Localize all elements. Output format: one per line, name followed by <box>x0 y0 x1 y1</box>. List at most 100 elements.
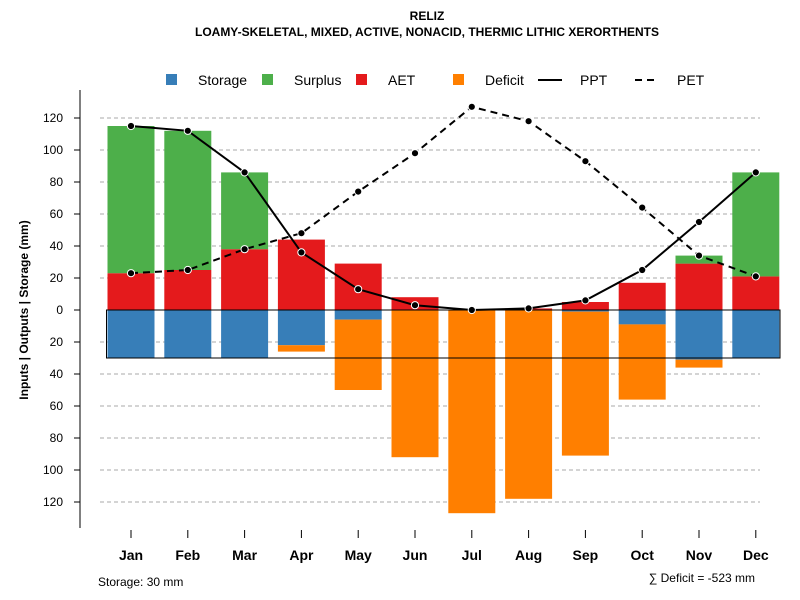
legend-swatch-surplus <box>262 74 273 85</box>
legend-swatch-aet <box>356 74 367 85</box>
y-tick-label: 60 <box>50 399 64 413</box>
point-pet-mar <box>240 245 249 254</box>
bar-aet-jan <box>107 273 155 310</box>
point-pet-may <box>354 187 363 196</box>
legend-swatch-storage <box>166 74 177 85</box>
bar-aet-mar <box>221 249 269 310</box>
bar-storage-jan <box>107 310 155 358</box>
lines <box>126 102 760 315</box>
y-tick-label: 20 <box>50 335 64 349</box>
point-pet-jul <box>467 102 476 111</box>
bar-surplus-jan <box>107 126 155 274</box>
point-ppt-feb <box>183 126 192 135</box>
bar-storage-nov <box>675 310 723 360</box>
bar-aet-dec <box>732 276 780 310</box>
y-tick-label: 120 <box>43 495 63 509</box>
bar-deficit-jul <box>448 310 496 514</box>
legend-label-deficit: Deficit <box>485 72 524 88</box>
point-ppt-nov <box>694 217 704 227</box>
x-tick-label-aug: Aug <box>515 547 542 563</box>
bar-storage-mar <box>221 310 269 358</box>
point-ppt-jan <box>126 121 136 131</box>
bar-deficit-nov <box>675 359 723 368</box>
point-pet-sep <box>581 157 590 166</box>
storage-capacity-box <box>106 309 781 359</box>
bar-storage-oct <box>618 310 666 325</box>
bars <box>106 126 781 514</box>
point-ppt-jun <box>410 301 420 310</box>
line-ppt <box>130 125 757 312</box>
legend-label-pet: PET <box>677 72 705 88</box>
x-tick-label-may: May <box>345 547 372 563</box>
x-tick-label-sep: Sep <box>573 547 599 563</box>
bar-storage-apr <box>277 310 325 346</box>
point-pet-dec <box>751 272 760 281</box>
axes: 120 100 80 60 40 20 0 20 40 60 80 100 120 Jan Feb Mar Ap… <box>43 90 769 563</box>
line-pet <box>130 105 757 278</box>
legend-label-surplus: Surplus <box>294 72 341 88</box>
y-tick-label: 60 <box>50 207 64 221</box>
bar-deficit-may <box>334 319 382 390</box>
y-tick-label: 0 <box>56 303 63 317</box>
bar-storage-sep <box>561 310 609 312</box>
x-tick-label-jan: Jan <box>119 547 143 563</box>
y-tick-label: 80 <box>50 431 64 445</box>
bar-deficit-sep <box>561 311 609 456</box>
legend-swatch-deficit <box>453 74 464 85</box>
point-ppt-apr <box>297 248 306 257</box>
bar-deficit-oct <box>618 324 666 400</box>
y-tick-label: 100 <box>43 463 63 477</box>
point-pet-oct <box>638 203 647 212</box>
bar-storage-feb <box>164 310 212 358</box>
point-ppt-oct <box>638 265 647 275</box>
bar-storage-may <box>334 310 382 320</box>
bar-storage-dec <box>732 310 780 358</box>
point-pet-feb <box>183 265 192 275</box>
x-tick-label-jun: Jun <box>403 547 428 563</box>
point-ppt-jul <box>467 305 476 315</box>
x-tick-label-nov: Nov <box>686 547 713 563</box>
legend-label-storage: Storage <box>198 72 247 88</box>
footnote-storage: Storage: 30 mm <box>98 575 183 589</box>
point-pet-jan <box>126 269 136 278</box>
x-tick-label-oct: Oct <box>631 547 655 563</box>
x-tick-label-apr: Apr <box>289 547 314 563</box>
chart-title: RELIZ <box>410 9 445 23</box>
bar-aet-oct <box>618 282 666 310</box>
bar-surplus-feb <box>164 130 212 270</box>
bar-deficit-apr <box>277 345 325 352</box>
bar-surplus-dec <box>732 172 780 277</box>
point-ppt-dec <box>751 168 760 177</box>
point-ppt-aug <box>524 304 533 313</box>
bar-deficit-aug <box>505 310 553 499</box>
y-tick-label: 20 <box>50 271 64 285</box>
chart-subtitle: LOAMY-SKELETAL, MIXED, ACTIVE, NONACID, … <box>195 25 659 39</box>
y-axis-label: Inputs | Outputs | Storage (mm) <box>17 220 31 399</box>
point-pet-apr <box>297 229 306 238</box>
legend: Storage Surplus AET Deficit PPT PET <box>166 72 705 88</box>
y-tick-label: 100 <box>43 143 63 157</box>
x-tick-label-feb: Feb <box>175 547 200 563</box>
bar-aet-feb <box>164 270 212 310</box>
legend-label-ppt: PPT <box>580 72 608 88</box>
point-ppt-mar <box>240 168 249 177</box>
footnote-deficit: ∑ Deficit = -523 mm <box>649 571 755 585</box>
x-tick-label-mar: Mar <box>232 547 257 563</box>
y-tick-label: 40 <box>50 367 64 381</box>
y-tick-label: 40 <box>50 239 64 253</box>
x-tick-label-dec: Dec <box>743 547 769 563</box>
point-pet-nov <box>694 251 704 260</box>
bar-surplus-mar <box>221 172 269 250</box>
bar-aet-nov <box>675 263 723 310</box>
bar-deficit-jun <box>391 310 439 458</box>
y-tick-label: 120 <box>43 111 63 125</box>
legend-label-aet: AET <box>388 72 416 88</box>
point-ppt-sep <box>581 296 590 305</box>
y-tick-label: 80 <box>50 175 64 189</box>
point-ppt-may <box>354 285 363 294</box>
bar-aet-sep <box>561 302 609 310</box>
point-pet-jun <box>410 149 420 158</box>
point-pet-aug <box>524 117 533 126</box>
x-tick-label-jul: Jul <box>462 547 482 563</box>
